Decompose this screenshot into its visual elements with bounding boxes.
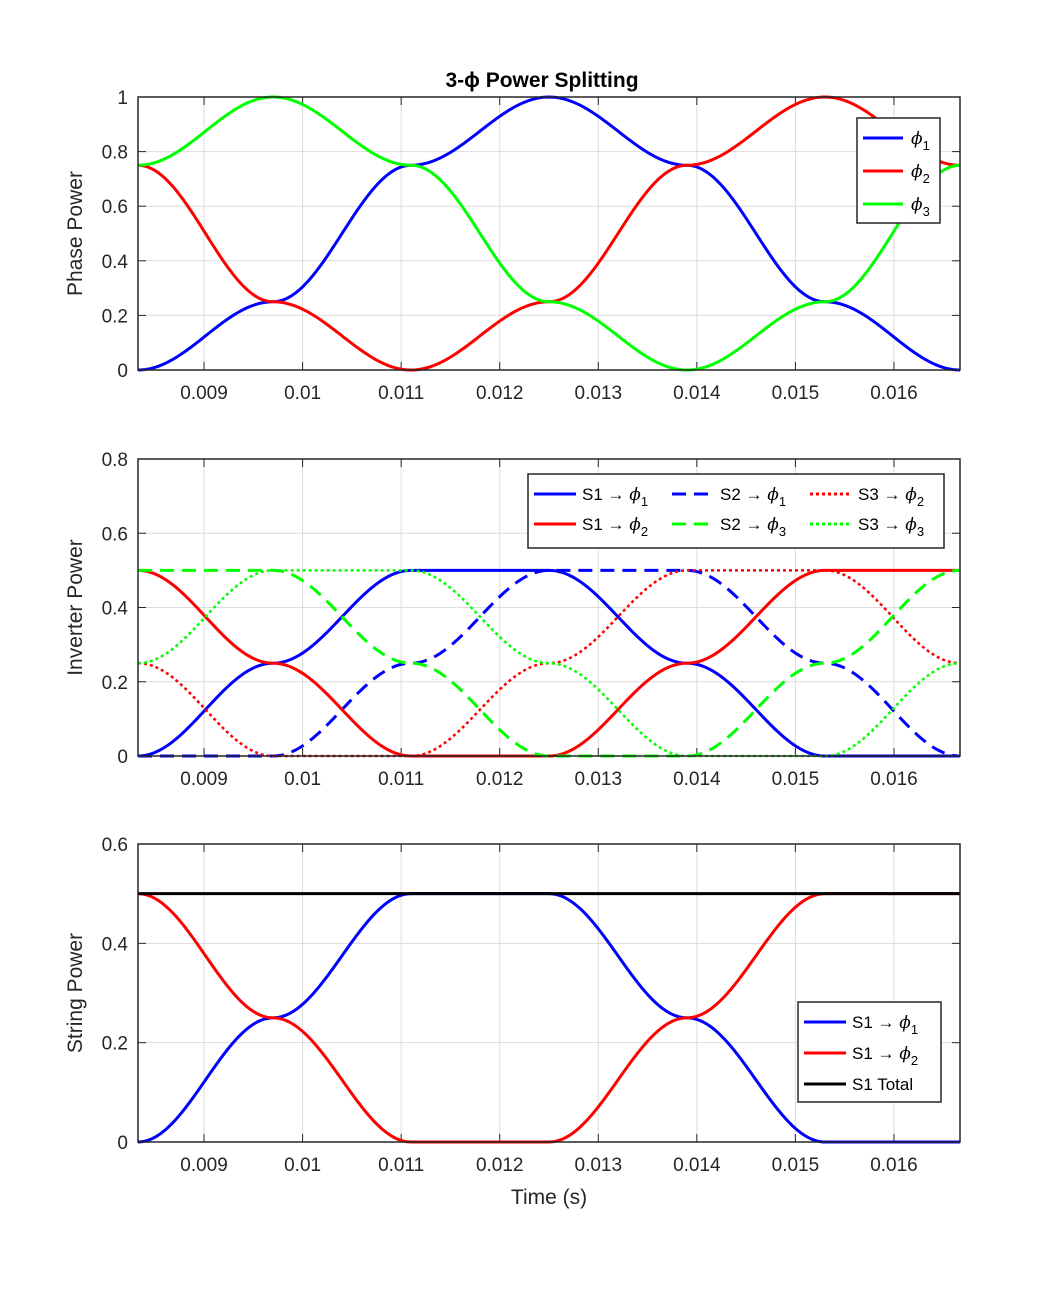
legend-label: S2 → ϕ3 — [720, 515, 786, 539]
legend-label: S3 → ϕ2 — [858, 485, 924, 509]
series-line-2 — [138, 568, 960, 758]
y-tick-label: 0.4 — [102, 599, 129, 620]
x-tick-label: 0.014 — [673, 383, 721, 404]
x-tick-label: 0.015 — [772, 1155, 820, 1176]
x-tick-label: 0.01 — [284, 383, 321, 404]
y-axis-label: Inverter Power — [64, 539, 87, 676]
legend-label: ϕ2 — [911, 162, 930, 186]
series-line-6 — [138, 569, 960, 758]
series-line-1 — [138, 95, 960, 372]
x-tick-label: 0.01 — [284, 1155, 321, 1176]
x-tick-label: 0.014 — [673, 769, 721, 790]
x-tick-label: 0.012 — [476, 383, 524, 404]
y-tick-label: 0 — [117, 1133, 128, 1154]
y-tick-label: 0.8 — [102, 450, 128, 471]
x-tick-label: 0.013 — [575, 769, 623, 790]
legend-box — [527, 473, 945, 549]
x-tick-label: 0.011 — [378, 769, 424, 790]
axes-box — [137, 458, 961, 757]
x-tick-label: 0.013 — [575, 383, 623, 404]
series-line-4 — [138, 568, 960, 758]
chart-panel-2: 0.009 0.01 0.011 0.012 0.013 0.014 0.015 0.016 0… — [64, 450, 961, 790]
y-tick-label: 0 — [117, 747, 128, 768]
y-tick-label: 1 — [117, 88, 128, 109]
x-tick-label: 0.009 — [180, 1155, 228, 1176]
legend-label: ϕ1 — [911, 129, 930, 153]
x-tick-label: 0.016 — [870, 1155, 918, 1176]
x-tick-label: 0.009 — [180, 769, 228, 790]
axes-box — [137, 843, 961, 1143]
legend-label: S1 → ϕ1 — [582, 485, 648, 509]
x-tick-label: 0.011 — [378, 383, 424, 404]
chart-panel-3: 0.009 0.01 0.011 0.012 0.013 0.014 0.015 0.016 0… — [64, 835, 961, 1176]
series-line-2 — [138, 95, 960, 372]
legend-label: S1 → ϕ2 — [852, 1044, 918, 1068]
x-tick-label: 0.012 — [476, 769, 524, 790]
legend: S1 → ϕ1 S1 → ϕ2 S1 Total — [797, 1001, 942, 1103]
x-tick-label: 0.016 — [870, 769, 918, 790]
y-tick-label: 0.6 — [102, 835, 128, 856]
x-tick-label: 0.014 — [673, 1155, 721, 1176]
axes-box — [137, 96, 961, 371]
legend: S1 → ϕ1 S2 → ϕ1 S3 → ϕ2 S1 → ϕ2 S2 → ϕ3 S3 → … — [527, 473, 945, 549]
legend-label: S3 → ϕ3 — [858, 515, 924, 539]
y-tick-label: 0.2 — [102, 306, 128, 327]
y-axis-label: Phase Power — [64, 171, 87, 296]
x-tick-label: 0.011 — [378, 1155, 424, 1176]
legend-label: ϕ3 — [911, 195, 930, 219]
legend-label: S1 → ϕ2 — [582, 515, 648, 539]
x-axis-label: Time (s) — [511, 1186, 587, 1209]
series-line-1 — [138, 568, 960, 758]
series-line-3 — [138, 569, 960, 758]
figure-title: 3-ϕ Power Splitting — [445, 69, 638, 92]
y-tick-label: 0.8 — [102, 143, 128, 164]
legend-label: S1 Total — [852, 1075, 913, 1094]
series-line-5 — [138, 568, 960, 758]
y-tick-label: 0 — [117, 361, 128, 382]
y-tick-label: 0.4 — [102, 252, 129, 273]
x-tick-label: 0.016 — [870, 383, 918, 404]
x-tick-label: 0.013 — [575, 1155, 623, 1176]
y-axis-label: String Power — [64, 933, 87, 1053]
series-line-3 — [138, 95, 960, 372]
legend-label: S1 → ϕ1 — [852, 1013, 918, 1037]
y-tick-label: 0.2 — [102, 673, 128, 694]
x-tick-label: 0.012 — [476, 1155, 524, 1176]
legend-label: S2 → ϕ1 — [720, 485, 786, 509]
x-tick-label: 0.015 — [772, 383, 820, 404]
y-tick-label: 0.2 — [102, 1034, 128, 1055]
chart-panel-1: 0.009 0.01 0.011 0.012 0.013 0.014 0.015 0.016 0… — [64, 88, 961, 404]
y-tick-label: 0.6 — [102, 524, 128, 545]
x-tick-label: 0.01 — [284, 769, 321, 790]
y-tick-label: 0.4 — [102, 934, 129, 955]
x-tick-label: 0.015 — [772, 769, 820, 790]
x-tick-label: 0.009 — [180, 383, 228, 404]
y-tick-label: 0.6 — [102, 197, 128, 218]
legend: ϕ1 ϕ2 ϕ3 — [856, 117, 941, 224]
